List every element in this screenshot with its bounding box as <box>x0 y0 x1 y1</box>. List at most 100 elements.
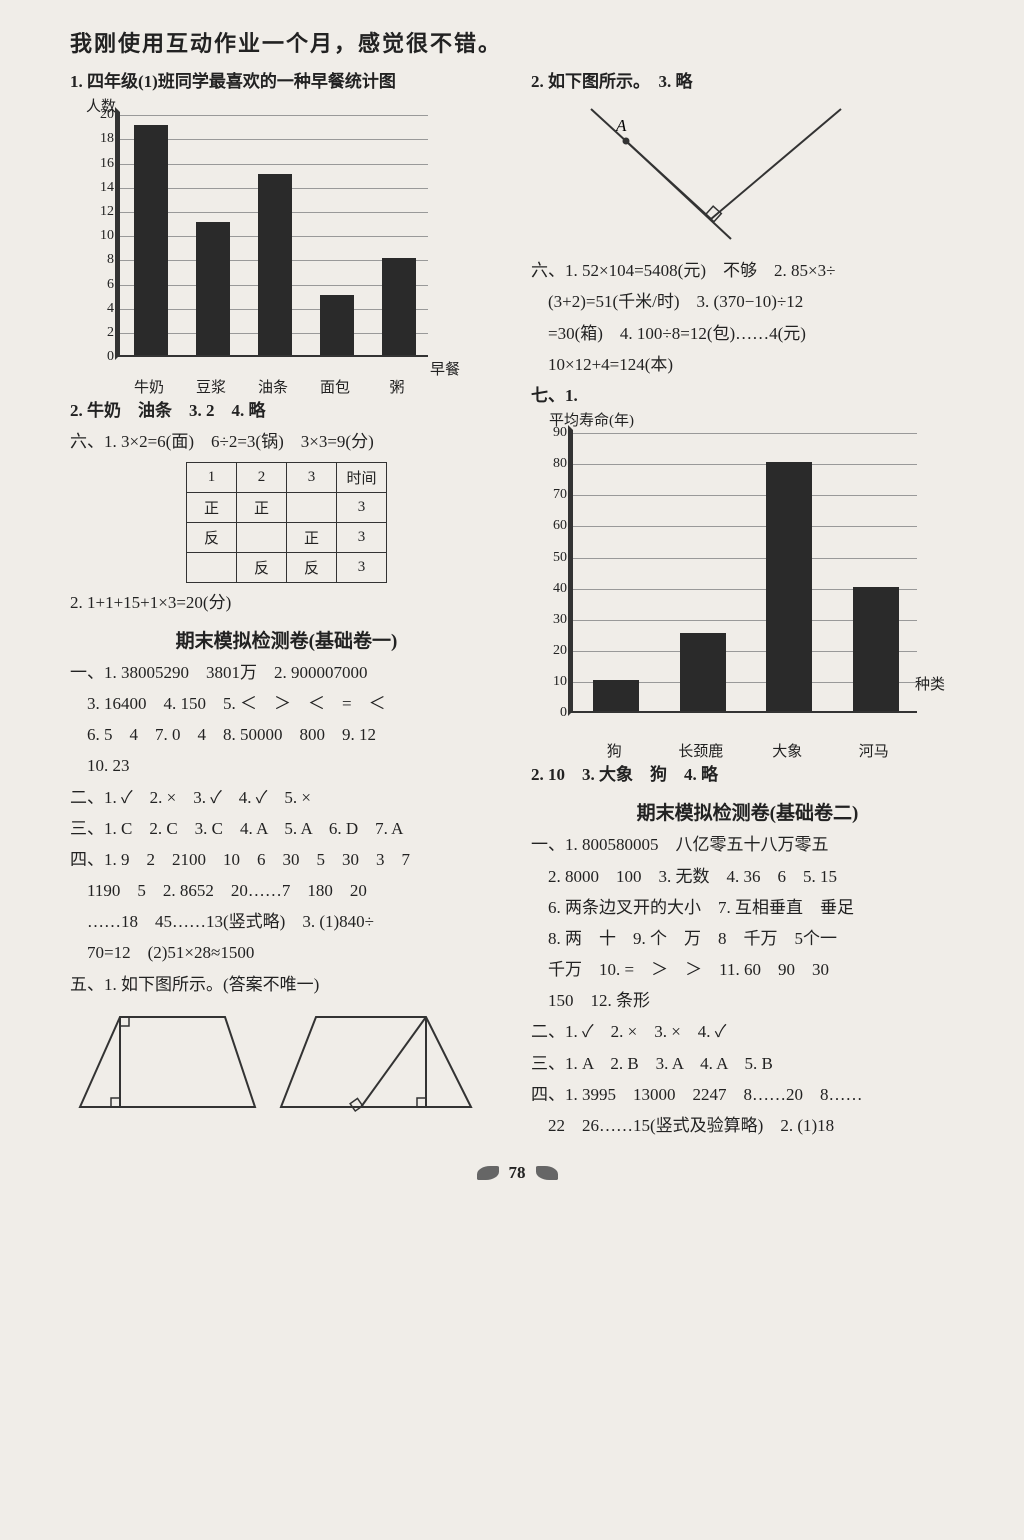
angle-diagram: A <box>571 99 851 249</box>
table-cell: 反 <box>287 552 337 582</box>
answer-line: 三、1. C 2. C 3. C 4. A 5. A 6. D 7. A <box>70 815 503 842</box>
chart1-ytick: 20 <box>86 107 114 123</box>
table-cell: 反 <box>237 552 287 582</box>
chart1-ytick: 12 <box>86 204 114 220</box>
leaf-icon <box>477 1166 499 1180</box>
trapezoid-2 <box>276 1002 476 1122</box>
chart1-xlabel: 早餐 <box>430 358 460 379</box>
chart2-xtick: 狗 <box>607 740 622 761</box>
table-cell: 3 <box>337 552 387 582</box>
left-column: 1. 四年级(1)班同学最喜欢的一种早餐统计图 人数 早餐 0246810121… <box>70 64 503 1143</box>
trapezoid-diagrams <box>70 1002 503 1122</box>
answer-line: 10×12+4=124(本) <box>531 351 964 378</box>
table-cell: 1 <box>187 462 237 492</box>
answer-line: 四、1. 9 2 2100 10 6 30 5 30 3 7 <box>70 846 503 873</box>
answer-line: 二、1. ✓ 2. × 3. ✓ 4. ✓ 5. × <box>70 784 503 811</box>
handwritten-note: 我刚使用互动作业一个月，感觉很不错。 <box>70 26 964 58</box>
chart2-plot-area <box>571 433 917 713</box>
chart2-xtick: 大象 <box>772 740 802 761</box>
sec6-line: 六、1. 3×2=6(面) 6÷2=3(锅) 3×3=9(分) <box>70 428 503 455</box>
answer-line: 10. 23 <box>70 752 503 779</box>
chart2-ytick: 40 <box>543 581 567 597</box>
table-cell: 3 <box>287 462 337 492</box>
breakfast-bar-chart: 人数 早餐 02468101214161820 牛奶豆浆油条面包粥 <box>80 99 450 389</box>
chart1-xtick: 油条 <box>258 376 288 397</box>
answer-line: 三、1. A 2. B 3. A 4. A 5. B <box>531 1050 964 1077</box>
chart1-ytick: 2 <box>86 325 114 341</box>
chart1-ytick: 14 <box>86 180 114 196</box>
chart2-ytick: 20 <box>543 643 567 659</box>
answer-line: 千万 10. = ＞ ＞ 11. 60 90 30 <box>531 956 964 983</box>
chart2-bar <box>766 462 812 711</box>
sec7-line: 七、1. <box>531 382 964 409</box>
chart1-bar <box>258 174 292 356</box>
table-cell: 3 <box>337 492 387 522</box>
answer-line: 四、1. 3995 13000 2247 8……20 8…… <box>531 1081 964 1108</box>
lifespan-bar-chart: 平均寿命(年) 种类 0102030405060708090 狗长颈鹿大象河马 <box>535 413 935 753</box>
table-cell: 反 <box>187 522 237 552</box>
answer-line: =30(箱) 4. 100÷8=12(包)……4(元) <box>531 320 964 347</box>
r1-line: 2. 如下图所示。 3. 略 <box>531 68 964 95</box>
r-after-chart: 2. 10 3. 大象 狗 4. 略 <box>531 761 964 788</box>
two-column-layout: 1. 四年级(1)班同学最喜欢的一种早餐统计图 人数 早餐 0246810121… <box>70 64 964 1143</box>
answer-line: 8. 两 十 9. 个 万 8 千万 5个一 <box>531 925 964 952</box>
chart2-ytick: 90 <box>543 425 567 441</box>
chart1-bar <box>320 295 354 356</box>
table-cell <box>187 552 237 582</box>
chart2-ytick: 50 <box>543 550 567 566</box>
leaf-icon <box>536 1166 558 1180</box>
answer-line: ……18 45……13(竖式略) 3. (1)840÷ <box>70 908 503 935</box>
page-number: 78 <box>509 1163 526 1183</box>
chart1-ytick: 6 <box>86 277 114 293</box>
q2-line: 2. 牛奶 油条 3. 2 4. 略 <box>70 397 503 424</box>
q2b-line: 2. 1+1+15+1×3=20(分) <box>70 589 503 616</box>
answer-line: 2. 8000 100 3. 无数 4. 36 6 5. 15 <box>531 863 964 890</box>
chart2-bar <box>680 633 726 711</box>
chart1-ytick: 10 <box>86 228 114 244</box>
chart1-bar <box>196 222 230 355</box>
table-cell: 2 <box>237 462 287 492</box>
chart1-xtick: 豆浆 <box>196 376 226 397</box>
answer-line: 6. 两条边叉开的大小 7. 互相垂直 垂足 <box>531 894 964 921</box>
chart1-ytick: 8 <box>86 252 114 268</box>
chart2-xtick: 长颈鹿 <box>678 740 723 761</box>
chart1-xtick: 粥 <box>389 376 404 397</box>
flip-table: 123时间正正3反正3反反3 <box>186 462 387 583</box>
answer-line: 6. 5 4 7. 0 4 8. 50000 800 9. 12 <box>70 721 503 748</box>
chart1-bar <box>382 258 416 355</box>
chart2-ytick: 30 <box>543 612 567 628</box>
chart1-ytick: 0 <box>86 349 114 365</box>
svg-text:A: A <box>615 116 627 135</box>
answer-line: 五、1. 如下图所示。(答案不唯一) <box>70 971 503 998</box>
chart1-ytick: 16 <box>86 156 114 172</box>
answer-line: 二、1. ✓ 2. × 3. × 4. ✓ <box>531 1018 964 1045</box>
chart2-bar <box>593 680 639 711</box>
chart1-xtick: 牛奶 <box>134 376 164 397</box>
table-cell: 正 <box>237 492 287 522</box>
table-cell: 正 <box>287 522 337 552</box>
answer-line: 3. 16400 4. 150 5. ＜ ＞ ＜ = ＜ <box>70 690 503 717</box>
chart2-ytick: 60 <box>543 518 567 534</box>
right-column: 2. 如下图所示。 3. 略 A 六、1. 52×104=5408(元) 不够 … <box>531 64 964 1143</box>
answer-line: (3+2)=51(千米/时) 3. (370−10)÷12 <box>531 288 964 315</box>
chart2-ytick: 0 <box>543 705 567 721</box>
answer-line: 一、1. 38005290 3801万 2. 900007000 <box>70 659 503 686</box>
chart1-ytick: 4 <box>86 301 114 317</box>
q1-title: 1. 四年级(1)班同学最喜欢的一种早餐统计图 <box>70 68 503 95</box>
table-cell: 3 <box>337 522 387 552</box>
chart1-xtick: 面包 <box>320 376 350 397</box>
table-cell <box>287 492 337 522</box>
answer-line: 1190 5 2. 8652 20……7 180 20 <box>70 877 503 904</box>
table-cell: 时间 <box>337 462 387 492</box>
chart1-ytick: 18 <box>86 131 114 147</box>
chart2-ytick: 80 <box>543 456 567 472</box>
chart2-xtick: 河马 <box>859 740 889 761</box>
chart1-bar <box>134 125 168 355</box>
table-cell <box>237 522 287 552</box>
answer-line: 六、1. 52×104=5408(元) 不够 2. 85×3÷ <box>531 257 964 284</box>
answer-line: 一、1. 800580005 八亿零五十八万零五 <box>531 831 964 858</box>
answer-line: 70=12 (2)51×28≈1500 <box>70 939 503 966</box>
answer-line: 150 12. 条形 <box>531 987 964 1014</box>
chart2-ytick: 10 <box>543 674 567 690</box>
page-number-row: 78 <box>70 1163 964 1183</box>
